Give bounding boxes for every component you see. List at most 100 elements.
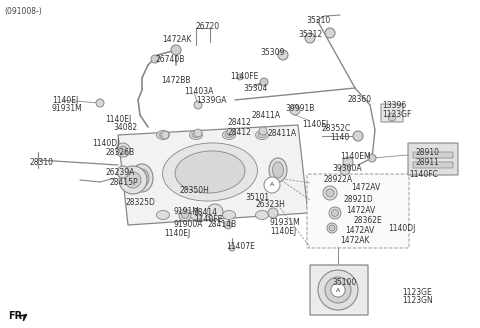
Text: 26239A: 26239A — [105, 168, 134, 177]
Ellipse shape — [223, 131, 236, 139]
Text: 1140DJ: 1140DJ — [388, 224, 415, 233]
Text: 9191M: 9191M — [174, 207, 200, 216]
Circle shape — [278, 50, 288, 60]
Text: 91931M: 91931M — [52, 104, 83, 113]
Ellipse shape — [159, 133, 167, 137]
Ellipse shape — [269, 158, 287, 182]
Text: 1140FC: 1140FC — [409, 170, 438, 179]
Text: 1123GE: 1123GE — [402, 288, 432, 297]
Text: 1472BB: 1472BB — [161, 76, 191, 85]
Circle shape — [119, 166, 147, 194]
Text: 28412: 28412 — [228, 118, 252, 127]
Text: 91900A: 91900A — [174, 220, 204, 229]
Ellipse shape — [255, 131, 268, 139]
Text: 35100: 35100 — [332, 278, 356, 287]
Ellipse shape — [258, 133, 266, 137]
Text: 39991B: 39991B — [285, 104, 314, 113]
FancyBboxPatch shape — [413, 162, 453, 168]
Circle shape — [264, 177, 280, 193]
Text: 1140EJ: 1140EJ — [270, 227, 296, 236]
Circle shape — [343, 157, 353, 167]
Text: 11407E: 11407E — [226, 242, 255, 251]
Text: 28352C: 28352C — [322, 124, 351, 133]
Circle shape — [323, 186, 337, 200]
Text: FR.: FR. — [8, 311, 26, 321]
Text: 1472AV: 1472AV — [351, 183, 380, 192]
FancyBboxPatch shape — [310, 265, 368, 315]
Text: 1140EJ: 1140EJ — [52, 96, 78, 105]
Text: 11403A: 11403A — [184, 87, 214, 96]
Circle shape — [194, 129, 202, 137]
Text: 35309: 35309 — [260, 48, 284, 57]
Ellipse shape — [135, 169, 149, 187]
Ellipse shape — [156, 131, 169, 139]
Ellipse shape — [192, 133, 200, 137]
Text: 28922A: 28922A — [323, 175, 352, 184]
Text: 35304: 35304 — [243, 84, 267, 93]
Circle shape — [116, 143, 130, 157]
Circle shape — [290, 105, 300, 115]
Circle shape — [224, 221, 232, 229]
Text: 28911: 28911 — [415, 158, 439, 167]
Circle shape — [388, 113, 396, 121]
Circle shape — [117, 166, 129, 178]
Text: 1140DJ: 1140DJ — [92, 139, 120, 148]
Circle shape — [96, 99, 104, 107]
Text: 1140: 1140 — [330, 133, 349, 142]
Text: 28362E: 28362E — [354, 216, 383, 225]
FancyBboxPatch shape — [381, 104, 403, 122]
Text: 1339GA: 1339GA — [196, 96, 227, 105]
Circle shape — [325, 277, 351, 303]
Text: 26720: 26720 — [195, 22, 219, 31]
Text: 1140FE: 1140FE — [194, 215, 222, 224]
Circle shape — [125, 172, 141, 188]
Circle shape — [329, 207, 341, 219]
Circle shape — [340, 165, 350, 175]
Circle shape — [368, 154, 376, 162]
Circle shape — [268, 208, 278, 218]
FancyBboxPatch shape — [408, 143, 458, 175]
Ellipse shape — [156, 211, 169, 219]
Text: 28415P: 28415P — [110, 178, 139, 187]
Ellipse shape — [190, 131, 203, 139]
Text: 26740B: 26740B — [156, 55, 185, 64]
Circle shape — [237, 74, 243, 80]
Text: 13396: 13396 — [382, 101, 406, 110]
FancyBboxPatch shape — [307, 174, 409, 248]
Circle shape — [260, 78, 268, 86]
Ellipse shape — [223, 211, 236, 219]
Text: 28360: 28360 — [348, 95, 372, 104]
Circle shape — [305, 33, 315, 43]
Circle shape — [318, 270, 358, 310]
Ellipse shape — [175, 151, 245, 193]
Circle shape — [353, 131, 363, 141]
Text: 1472AV: 1472AV — [346, 206, 375, 215]
Text: A: A — [336, 288, 340, 293]
Text: 28411A: 28411A — [252, 111, 281, 120]
Text: (091008-): (091008-) — [4, 7, 42, 16]
Ellipse shape — [255, 211, 268, 219]
Circle shape — [259, 127, 267, 135]
Text: 35101: 35101 — [245, 193, 269, 202]
Text: 28921D: 28921D — [343, 195, 373, 204]
Text: 39300A: 39300A — [332, 164, 361, 173]
Text: 28412: 28412 — [228, 128, 252, 137]
Text: 1472AK: 1472AK — [340, 236, 370, 245]
Circle shape — [326, 189, 334, 197]
Ellipse shape — [190, 211, 203, 219]
Circle shape — [227, 128, 235, 136]
Ellipse shape — [225, 133, 233, 137]
Circle shape — [325, 28, 335, 38]
Circle shape — [179, 209, 191, 221]
Circle shape — [331, 283, 345, 297]
Circle shape — [151, 55, 159, 63]
Circle shape — [171, 45, 181, 55]
Text: 28350H: 28350H — [179, 186, 209, 195]
FancyBboxPatch shape — [413, 152, 453, 158]
Circle shape — [161, 131, 169, 139]
Text: 35310: 35310 — [306, 16, 330, 25]
Text: 1123GN: 1123GN — [402, 296, 433, 305]
Ellipse shape — [131, 164, 153, 192]
Text: 28326B: 28326B — [105, 148, 134, 157]
Circle shape — [327, 223, 337, 233]
